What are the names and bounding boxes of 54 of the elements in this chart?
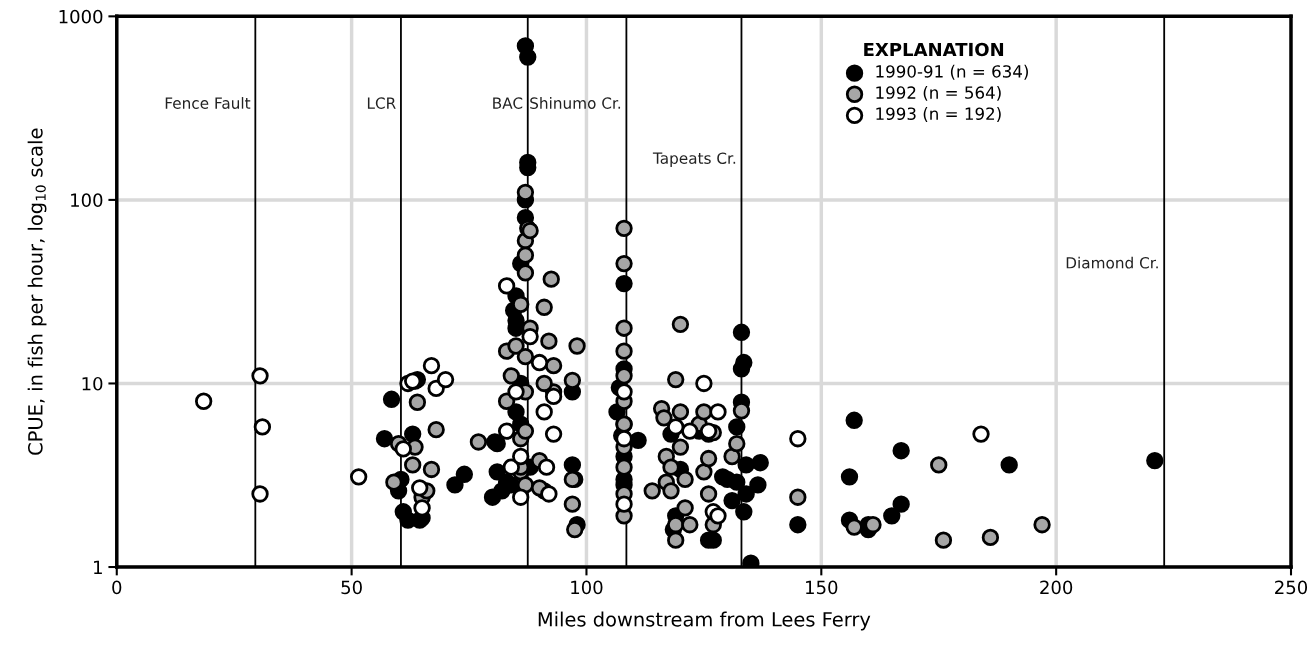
x-tick-label: 200 xyxy=(1040,580,1073,595)
legend-label: 1992 (n = 564) xyxy=(876,85,1001,101)
ref-line-label: BAC xyxy=(493,97,523,109)
ref-line-label: Fence Fault xyxy=(165,97,251,109)
point xyxy=(253,418,272,436)
point xyxy=(512,447,530,466)
point xyxy=(411,479,429,497)
y-tick-label: 1 xyxy=(94,560,102,574)
point xyxy=(972,425,990,443)
point xyxy=(349,468,368,486)
point xyxy=(502,458,520,476)
x-tick-label: 150 xyxy=(806,580,838,595)
legend-title: EXPLANATION xyxy=(864,42,1004,57)
point xyxy=(422,357,441,375)
point xyxy=(709,507,727,525)
point xyxy=(436,370,455,389)
point xyxy=(507,383,525,401)
x-tick-label: 0 xyxy=(112,580,122,595)
point xyxy=(394,440,412,458)
point xyxy=(537,458,556,476)
point xyxy=(615,495,633,513)
ref-line-label: Shinumo Cr. xyxy=(530,97,621,109)
ref-line-label: Tapeats Cr. xyxy=(652,152,736,167)
point xyxy=(681,422,699,440)
legend-label: 1993 (n = 192) xyxy=(876,107,1001,122)
ref-line-label: Diamond Cr. xyxy=(1066,256,1158,269)
point xyxy=(544,387,563,406)
y-tick-label: 1000 xyxy=(59,9,103,24)
point xyxy=(544,425,563,443)
point xyxy=(497,277,516,295)
point xyxy=(251,485,269,503)
point xyxy=(512,488,530,506)
point xyxy=(615,383,633,401)
point xyxy=(535,403,553,421)
point xyxy=(667,418,685,436)
legend-label: 1990-91 (n = 634) xyxy=(876,64,1028,80)
point xyxy=(251,367,269,385)
point xyxy=(540,485,558,503)
y-tick-label: 10 xyxy=(82,376,103,391)
point xyxy=(497,422,516,440)
point xyxy=(695,374,713,393)
y-tick-label: 100 xyxy=(71,193,103,208)
point xyxy=(789,430,807,448)
x-axis-title: Miles downstream from Lees Ferry xyxy=(538,611,871,631)
y-axis-title: CPUE, in fish per hour, log$_{10}$ scale xyxy=(27,128,47,455)
x-tick-label: 50 xyxy=(341,580,362,595)
point xyxy=(194,392,213,410)
x-tick-label: 100 xyxy=(571,580,603,595)
point xyxy=(615,430,633,448)
ref-line-label: LCR xyxy=(367,97,396,109)
x-tick-label: 250 xyxy=(1275,580,1308,595)
point xyxy=(521,327,539,346)
point xyxy=(709,403,727,421)
point xyxy=(530,353,549,372)
